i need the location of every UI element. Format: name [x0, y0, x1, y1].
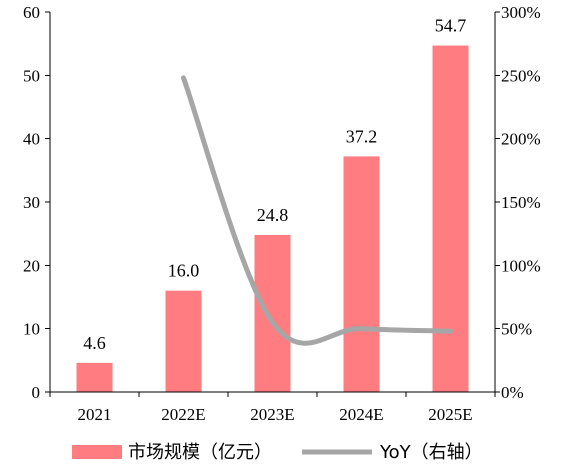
right-tick-label-2: 100%: [501, 256, 541, 275]
left-tick-label-50: 50: [23, 66, 40, 85]
bar-2024E: [343, 156, 380, 392]
left-tick-label-10: 10: [23, 320, 40, 339]
left-tick-label-20: 20: [23, 256, 40, 275]
x-tick-label-2022E: 2022E: [161, 405, 205, 424]
right-tick-label-3: 150%: [501, 193, 541, 212]
right-tick-label-1: 50%: [501, 320, 532, 339]
right-tick-label-4: 200%: [501, 130, 541, 149]
bar-2025E: [432, 45, 469, 393]
left-tick-label-0: 0: [32, 383, 41, 402]
bar-2021: [76, 362, 113, 392]
bar-2022E: [165, 290, 202, 392]
bar-2023E: [254, 234, 291, 392]
x-tick-label-2024E: 2024E: [339, 405, 383, 424]
right-tick-label-0: 0%: [501, 383, 524, 402]
legend-bar-label: 市场规模（亿元）: [128, 442, 272, 463]
left-tick-label-60: 60: [23, 3, 40, 22]
data-label-2021: 4.6: [83, 333, 106, 353]
x-tick-label-2023E: 2023E: [250, 405, 294, 424]
yoy-line: [181, 75, 453, 346]
legend-bar-swatch: [72, 445, 122, 459]
left-tick-label-30: 30: [23, 193, 40, 212]
x-tick-label-2021: 2021: [78, 405, 112, 424]
data-label-2023E: 24.8: [257, 205, 289, 225]
right-tick-label-6: 300%: [501, 3, 541, 22]
data-label-2025E: 54.7: [435, 16, 467, 36]
data-label-2024E: 37.2: [346, 126, 378, 146]
left-tick-label-40: 40: [23, 130, 40, 149]
x-tick-label-2025E: 2025E: [428, 405, 472, 424]
data-label-2022E: 16.0: [168, 261, 200, 281]
legend-line-label: YoY（右轴）: [379, 442, 483, 463]
right-tick-label-5: 250%: [501, 66, 541, 85]
